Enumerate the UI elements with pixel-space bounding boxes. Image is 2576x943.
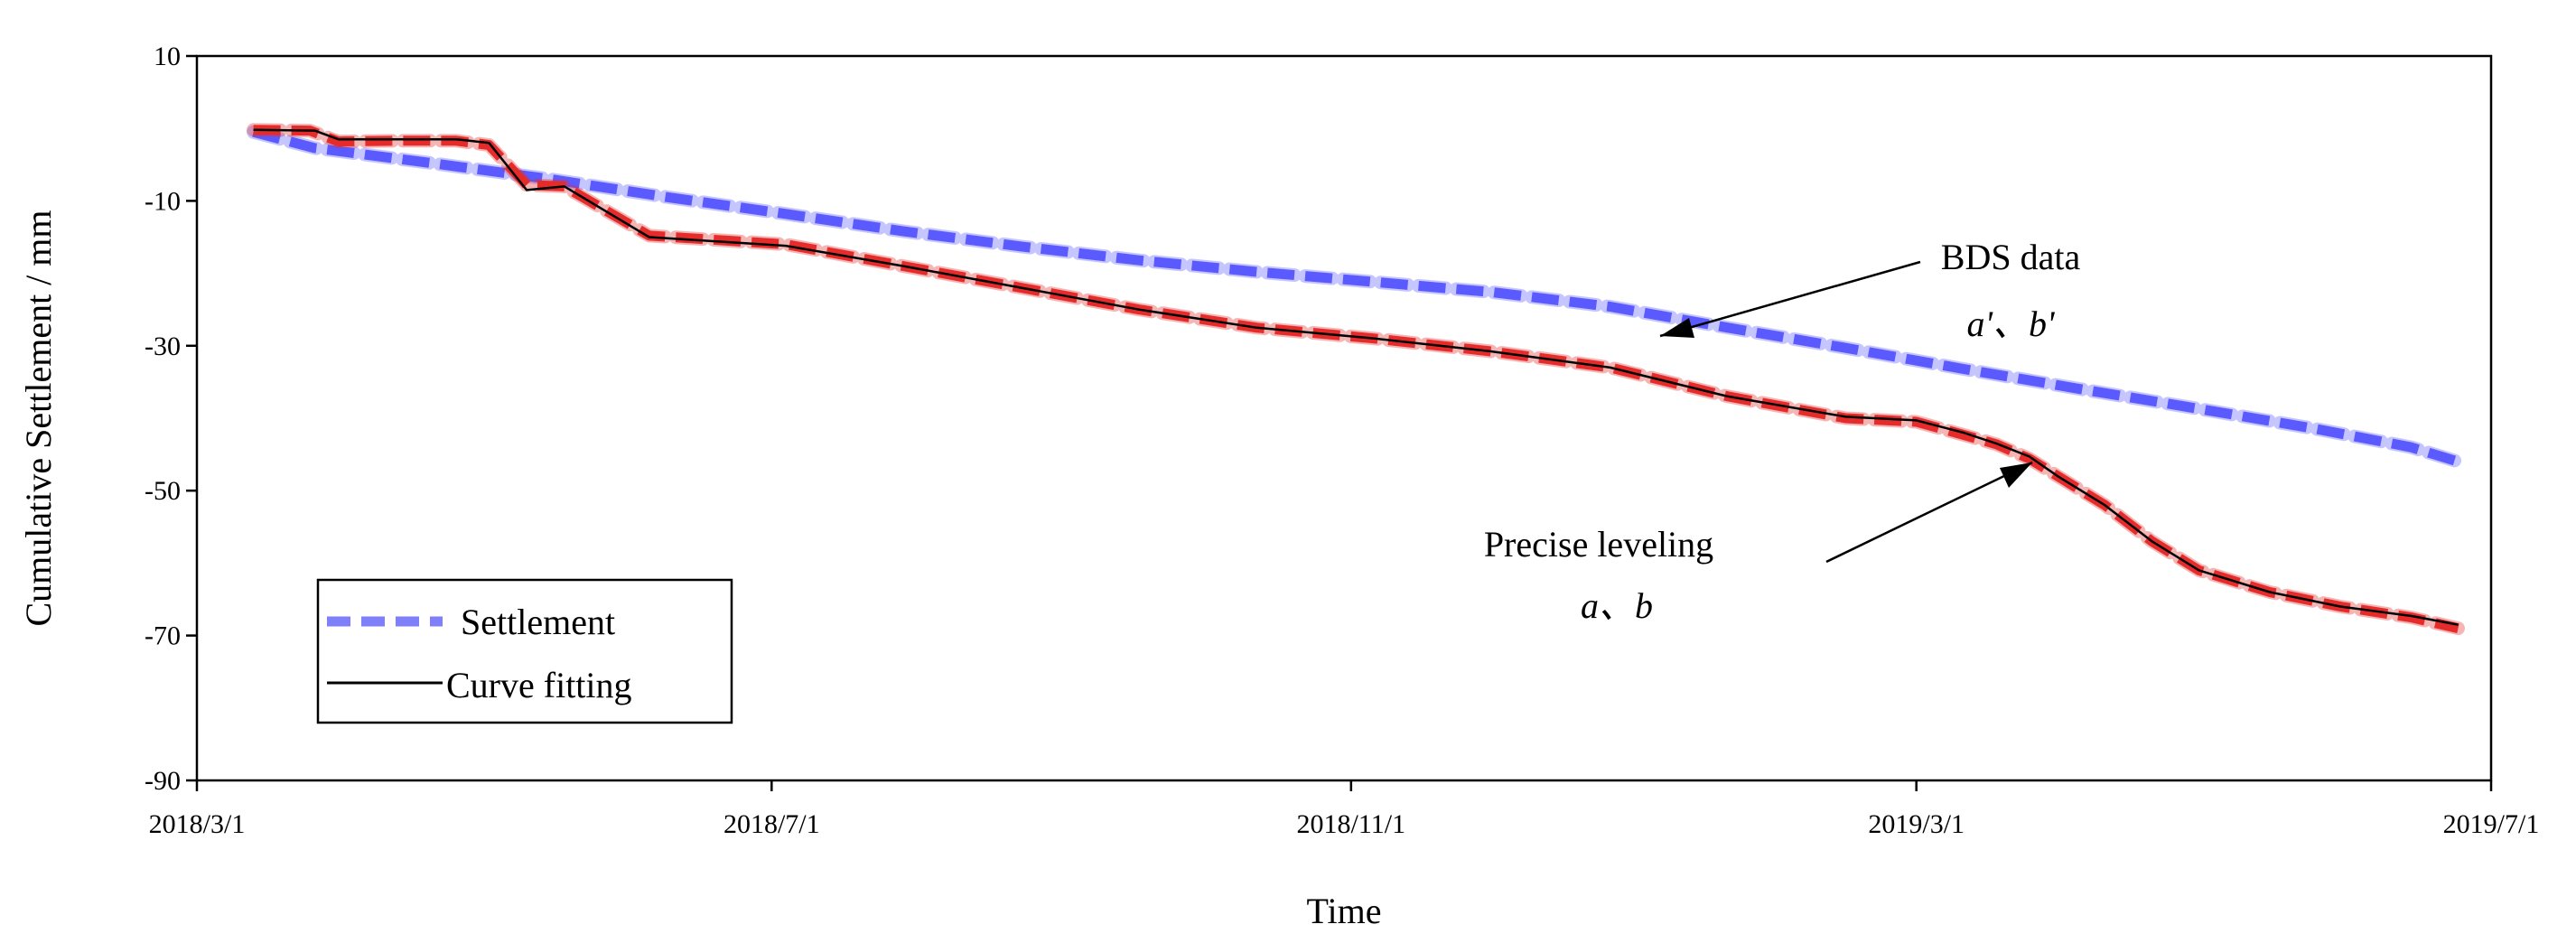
x-tick-label: 2019/3/1 bbox=[1868, 809, 1965, 839]
legend: Settlement Curve fitting bbox=[316, 578, 733, 724]
y-tick-label: -10 bbox=[145, 186, 181, 216]
annotation-leveling-title: Precise leveling bbox=[1484, 524, 1713, 565]
annotation-leveling: Precise leveling a、b bbox=[1484, 461, 2033, 626]
annotation-bds-arrow bbox=[1659, 260, 1921, 338]
y-tick-label: -90 bbox=[145, 766, 181, 796]
x-tick-label: 2019/7/1 bbox=[2443, 809, 2540, 839]
legend-settlement-label: Settlement bbox=[461, 602, 615, 642]
ticks-layer: 10 -10 -30 -50 -70 -90 2018/3/1 2018/7/1 2018/11… bbox=[145, 42, 2539, 839]
legend-curve-fitting-label: Curve fitting bbox=[446, 665, 632, 705]
y-tick-label: -70 bbox=[145, 621, 181, 651]
x-tick-label: 2018/11/1 bbox=[1297, 809, 1406, 839]
y-tick-label: -50 bbox=[145, 476, 181, 506]
series-halo-0 bbox=[247, 125, 2465, 469]
annotation-bds-arrowhead bbox=[1660, 318, 1694, 338]
plot-frame bbox=[195, 54, 2493, 782]
annotation-leveling-subtitle: a、b bbox=[1581, 585, 1653, 626]
x-tick-label: 2018/7/1 bbox=[723, 809, 820, 839]
series-halo-1 bbox=[247, 123, 2465, 636]
y-tick-label: 10 bbox=[154, 42, 181, 71]
annotation-bds-title: BDS data bbox=[1941, 237, 2081, 277]
annotation-leveling-arrow bbox=[1825, 461, 2033, 564]
x-tick-label: 2018/3/1 bbox=[149, 809, 246, 839]
x-axis-title: Time bbox=[1306, 891, 1381, 931]
legend-box bbox=[316, 578, 733, 724]
annotation-bds: BDS data a'、b' bbox=[1659, 237, 2081, 344]
y-tick-label: -30 bbox=[145, 331, 181, 361]
series-curve-fitting bbox=[253, 128, 2459, 626]
series-layer bbox=[247, 123, 2465, 636]
y-axis-title: Cumulative Settlement / mm bbox=[18, 210, 59, 626]
annotation-bds-subtitle: a'、b' bbox=[1966, 303, 2056, 344]
annotation-leveling-arrowhead bbox=[2000, 462, 2032, 488]
